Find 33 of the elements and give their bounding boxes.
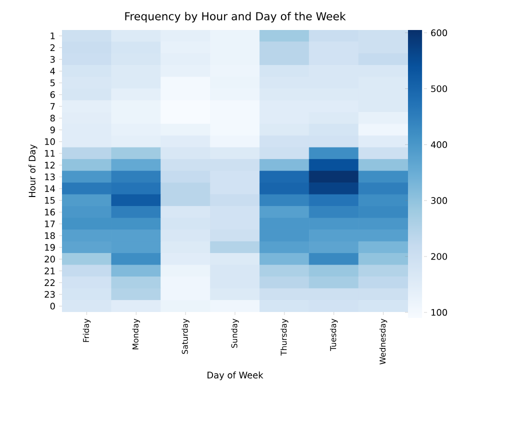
color-bar-label: 200 (431, 253, 448, 260)
color-bar-label: 600 (431, 29, 448, 36)
chart-title: Frequency by Hour and Day of the Week (125, 12, 346, 23)
color-bar-label: 500 (431, 85, 448, 92)
y-tick-label: 5 (50, 80, 55, 86)
y-tick-label: 4 (50, 68, 55, 74)
y-tick-label: 13 (45, 173, 55, 180)
y-tick-label: 22 (44, 279, 55, 286)
color-bar-label: 300 (431, 197, 448, 204)
y-tick-label: 19 (45, 244, 55, 251)
y-tick-label: 14 (45, 185, 55, 192)
y-tick-label: 11 (45, 150, 55, 157)
x-axis-title: Day of Week (208, 372, 264, 380)
y-tick-label: 10 (45, 138, 55, 146)
y-tick-label: 0 (50, 302, 55, 310)
color-bar-label: 100 (432, 309, 448, 316)
y-tick-label: 7 (50, 103, 55, 110)
y-tick-label: 6 (50, 91, 55, 98)
color-bar-label: 400 (430, 141, 448, 148)
y-tick-label: 23 (44, 290, 55, 298)
y-tick-label: 17 (45, 220, 55, 228)
y-tick-label: 16 (45, 208, 55, 216)
y-tick-label: 15 (45, 197, 55, 204)
y-tick-label: 3 (50, 56, 55, 63)
y-tick-label: 21 (44, 268, 55, 274)
y-axis-title: Hour of Day (28, 144, 38, 197)
y-tick-label: 9 (50, 126, 55, 134)
y-tick-label: 2 (50, 44, 55, 51)
y-tick-label: 12 (45, 162, 55, 168)
y-tick-label: 8 (50, 114, 55, 122)
y-tick-label: 18 (45, 232, 55, 240)
y-tick-label: 1 (50, 32, 55, 40)
y-tick-label: 20 (44, 256, 55, 263)
